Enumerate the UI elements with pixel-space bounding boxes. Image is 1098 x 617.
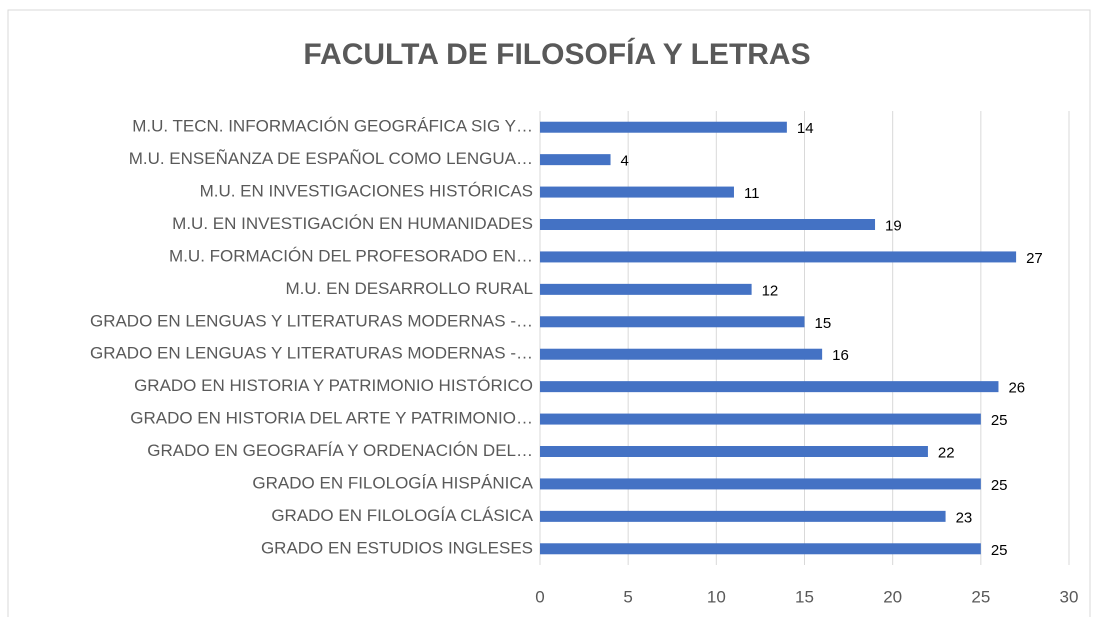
bar xyxy=(540,219,876,230)
bar xyxy=(540,348,823,360)
y-tick-label: M.U. EN INVESTIGACIONES HISTÓRICAS xyxy=(200,182,533,201)
y-tick-label: GRADO EN LENGUAS Y LITERATURAS MODERNAS … xyxy=(90,344,533,363)
data-label: 23 xyxy=(956,509,973,526)
bar xyxy=(540,251,1017,263)
y-tick-label: GRADO EN FILOLOGÍA CLÁSICA xyxy=(271,506,533,525)
data-label: 11 xyxy=(744,185,760,202)
data-label: 15 xyxy=(815,315,832,332)
x-tick-label: 15 xyxy=(795,587,814,606)
x-tick-label: 25 xyxy=(971,587,990,606)
y-tick-label: GRADO EN FILOLOGÍA HISPÁNICA xyxy=(252,473,533,492)
data-label: 25 xyxy=(991,477,1008,494)
data-label: 12 xyxy=(762,282,779,299)
y-tick-label: GRADO EN GEOGRAFÍA Y ORDENACIÓN DEL… xyxy=(147,441,533,460)
data-label: 25 xyxy=(991,542,1008,559)
chart-title: FACULTA DE FILOSOFÍA Y LETRAS xyxy=(303,37,810,71)
bar xyxy=(540,413,981,425)
data-label: 4 xyxy=(621,153,629,170)
data-label: 16 xyxy=(832,347,849,364)
y-tick-label: GRADO EN LENGUAS Y LITERATURAS MODERNAS … xyxy=(90,311,533,330)
data-label: 19 xyxy=(885,217,902,234)
bar xyxy=(540,283,752,295)
x-tick-label: 5 xyxy=(623,587,632,606)
y-tick-label: GRADO EN HISTORIA DEL ARTE Y PATRIMONIO… xyxy=(130,409,533,428)
data-label: 26 xyxy=(1008,380,1025,397)
bar xyxy=(540,478,981,490)
y-tick-label: M.U. EN DESARROLLO RURAL xyxy=(286,279,534,298)
bar xyxy=(540,446,928,457)
bar xyxy=(540,543,981,555)
y-tick-label: GRADO EN HISTORIA Y PATRIMONIO HISTÓRICO xyxy=(134,376,533,395)
data-label: 14 xyxy=(797,120,814,137)
x-tick-label: 10 xyxy=(707,587,726,606)
x-tick-label: 20 xyxy=(883,587,902,606)
bar xyxy=(540,510,946,522)
bar xyxy=(540,381,999,393)
data-label: 27 xyxy=(1026,250,1043,267)
bar xyxy=(540,121,787,133)
data-label: 22 xyxy=(938,444,955,461)
data-label: 25 xyxy=(991,412,1008,429)
x-tick-label: 30 xyxy=(1060,587,1079,606)
bar xyxy=(540,186,734,198)
y-tick-label: M.U. EN INVESTIGACIÓN EN HUMANIDADES xyxy=(172,214,533,233)
bar xyxy=(540,316,805,328)
y-tick-label: M.U. ENSEÑANZA DE ESPAÑOL COMO LENGUA… xyxy=(129,149,533,168)
bar xyxy=(540,154,611,166)
y-tick-label: GRADO EN ESTUDIOS INGLESES xyxy=(261,538,533,557)
y-tick-label: M.U. FORMACIÓN DEL PROFESORADO EN… xyxy=(169,246,533,265)
x-tick-label: 0 xyxy=(535,587,544,606)
y-tick-label: M.U. TECN. INFORMACIÓN GEOGRÁFICA SIG Y… xyxy=(132,117,533,136)
